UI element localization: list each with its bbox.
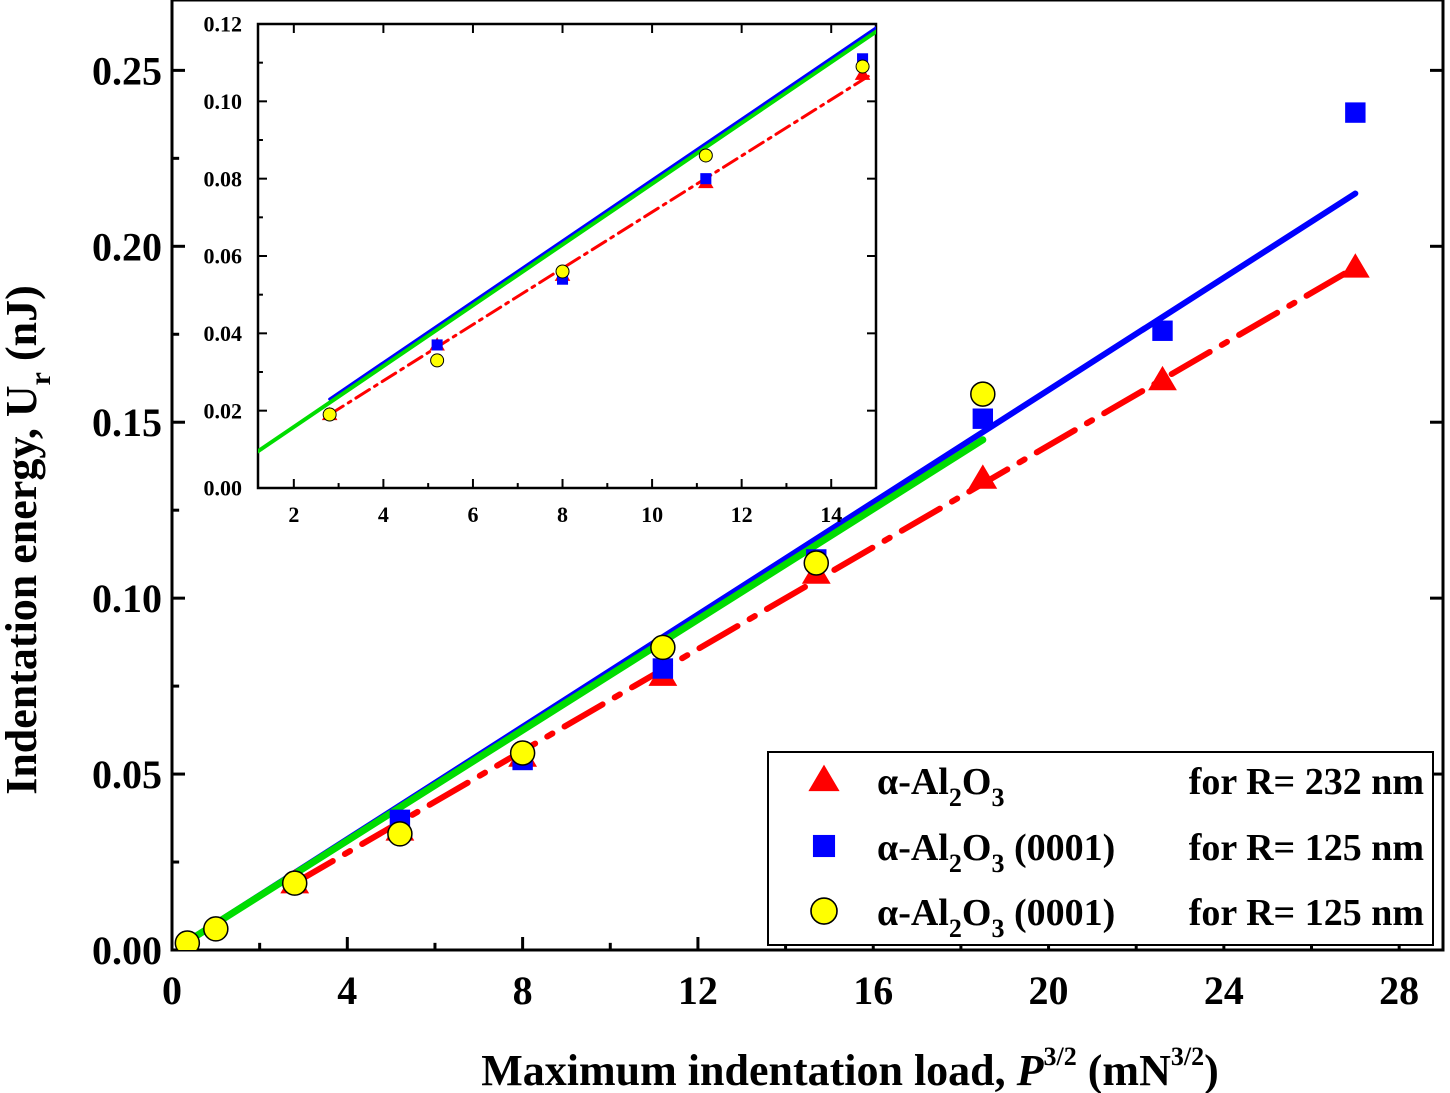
alumina-0001-yellow-point	[970, 381, 996, 407]
alumina-0001-yellow-point	[174, 930, 201, 950]
inset-x-tick-label: 4	[378, 502, 389, 527]
main-x-tick-label: 12	[678, 968, 718, 1013]
alumina-0001-yellow-point	[509, 740, 536, 766]
inset-x-tick-label: 8	[557, 502, 568, 527]
legend-condition: for R= 125 nm	[1189, 827, 1424, 869]
inset-yellow-point	[555, 264, 570, 279]
inset-yellow-point	[855, 59, 870, 74]
inset-y-tick-label: 0.04	[204, 321, 243, 346]
alumina-0001-blue-point	[652, 658, 674, 679]
legend-marker	[812, 834, 836, 858]
inset-y-tick-label: 0.12	[204, 12, 243, 37]
main-x-tick-label: 4	[337, 968, 357, 1013]
inset-yellow-point	[430, 353, 445, 368]
legend-box	[767, 751, 1434, 946]
inset-y-tick-label: 0.02	[204, 398, 243, 423]
main-data-area	[174, 102, 1370, 950]
fit-red-line	[291, 264, 1359, 887]
alumina-0001-yellow-point	[387, 821, 413, 847]
alumina-232-point	[1340, 253, 1370, 278]
main-y-tick-label: 0.15	[92, 400, 162, 445]
legend-condition: for R= 125 nm	[1189, 892, 1424, 934]
inset-x-tick-label: 2	[288, 502, 299, 527]
x-axis-title: Maximum indentation load, P3/2 (mN3/2)	[481, 1042, 1219, 1093]
inset-y-tick-label: 0.06	[204, 244, 243, 269]
inset-fit-blue-line	[328, 26, 876, 401]
inset-fit-red-line	[328, 72, 874, 417]
legend-label: α-Al2O3 (0001)	[877, 892, 1115, 943]
main-y-tick-label: 0.20	[92, 224, 162, 269]
fit-green-line	[181, 436, 987, 947]
inset-y-tick-label: 0.08	[204, 166, 243, 191]
alumina-0001-yellow-point	[203, 916, 229, 942]
y-axis-title: Indentation energy, Ur (nJ)	[0, 285, 57, 795]
main-x-tick-label: 0	[162, 968, 182, 1013]
inset-x-tick-label: 12	[731, 502, 753, 527]
alumina-0001-blue-point	[1152, 320, 1173, 341]
inset-x-tick-label: 14	[820, 502, 842, 527]
main-y-tick-label: 0.10	[92, 576, 162, 621]
alumina-0001-yellow-point	[281, 870, 308, 896]
inset-x-tick-label: 6	[467, 502, 478, 527]
inset-blue-point	[700, 173, 712, 185]
main-x-tick-label: 28	[1379, 968, 1419, 1013]
legend-marker	[808, 764, 840, 792]
alumina-0001-blue-point	[972, 408, 994, 429]
inset-y-tick-label: 0.10	[204, 89, 243, 114]
inset-blue-point	[556, 273, 569, 285]
main-x-tick-label: 16	[853, 968, 893, 1013]
main-frame	[170, 0, 1445, 952]
legend-condition: for R= 232 nm	[1189, 761, 1424, 803]
main-y-tick-label: 0.05	[92, 752, 162, 797]
main-y-tick-label: 0.00	[92, 928, 162, 973]
inset-blue-point	[857, 53, 869, 65]
alumina-0001-blue-point	[1345, 102, 1366, 123]
inset-yellow-point	[698, 148, 713, 163]
main-x-tick-label: 24	[1204, 968, 1244, 1013]
main-y-tick-label: 0.25	[92, 48, 162, 93]
main-x-tick-label: 20	[1029, 968, 1069, 1013]
legend: α-Al2O3 for R= 232 nm α-Al2O3 (0001) for R=…	[767, 751, 1434, 946]
inset-y-tick-label: 0.00	[204, 476, 243, 501]
inset-yellow-point	[322, 407, 337, 422]
alumina-232-point	[1148, 365, 1177, 391]
legend-marker	[810, 897, 838, 925]
main-x-tick-label: 8	[513, 968, 533, 1013]
alumina-0001-yellow-point	[650, 634, 676, 661]
inset-blue-point	[431, 339, 443, 351]
alumina-0001-yellow-point	[803, 550, 830, 576]
inset-plot: 2 4 6 8 10 12 14 0.00 0.02 0.04 0.06 0.08 0.10 0.12	[204, 12, 878, 527]
inset-fit-green-line	[258, 29, 876, 454]
legend-label: α-Al2O3 (0001)	[877, 827, 1115, 878]
alumina-232-point	[968, 464, 998, 489]
legend-label: α-Al2O3	[877, 761, 1004, 812]
inset-data-area	[258, 26, 876, 454]
inset-x-tick-label: 10	[641, 502, 663, 527]
